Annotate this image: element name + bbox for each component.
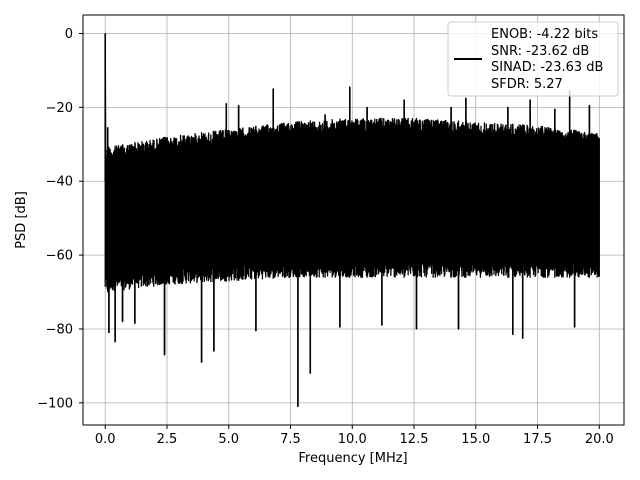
x-tick-label: 17.5 (523, 432, 552, 447)
legend-box (447, 21, 619, 97)
y-axis-ticks: 0 −20 −40 −60 −80 −100 (37, 27, 83, 411)
y-tick-label: −100 (37, 396, 73, 411)
y-tick-label: −40 (46, 175, 73, 190)
legend-line-sfdr: SFDR: 5.27 (491, 77, 563, 92)
x-tick-label: 15.0 (461, 432, 490, 447)
y-axis-label: PSD [dB] (14, 191, 29, 249)
x-axis-ticks: 0.0 2.5 5.0 7.5 10.0 12.5 15.0 17.5 20.0 (95, 425, 614, 447)
legend-line-snr: SNR: -23.62 dB (491, 44, 589, 59)
x-tick-label: 2.5 (157, 432, 178, 447)
psd-series (104, 32, 600, 408)
y-tick-label: −80 (46, 322, 73, 337)
legend-line-sinad: SINAD: -23.63 dB (491, 60, 603, 75)
legend: ENOB: -4.22 bits SNR: -23.62 dB SINAD: -… (447, 21, 619, 97)
x-tick-label: 7.5 (280, 432, 301, 447)
x-tick-label: 20.0 (585, 432, 614, 447)
x-axis-label: Frequency [MHz] (298, 451, 407, 466)
plot-frame (82, 14, 625, 426)
psd-trace (104, 32, 600, 408)
legend-line-enob: ENOB: -4.22 bits (491, 27, 598, 42)
y-tick-label: −20 (46, 101, 73, 116)
x-tick-label: 0.0 (95, 432, 116, 447)
x-tick-label: 12.5 (400, 432, 429, 447)
x-tick-label: 10.0 (338, 432, 367, 447)
x-tick-label: 5.0 (218, 432, 239, 447)
y-tick-label: −60 (46, 249, 73, 264)
y-tick-label: 0 (65, 27, 73, 42)
